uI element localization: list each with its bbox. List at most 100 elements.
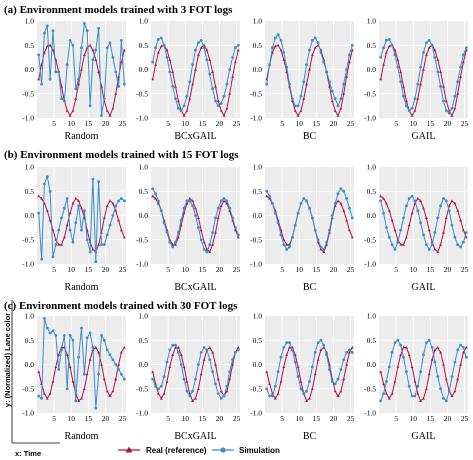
- real-series-point: [234, 60, 237, 64]
- sim-series-point: [302, 392, 306, 395]
- sim-series-point: [191, 204, 195, 208]
- real-series-point: [282, 365, 286, 368]
- sim-series-point: [330, 380, 334, 383]
- sim-series-point: [405, 204, 408, 208]
- real-series-point: [293, 109, 297, 112]
- real-series-point: [154, 196, 157, 200]
- sim-series-point: [71, 43, 75, 47]
- sim-series-point: [182, 377, 186, 381]
- sim-series-point: [77, 77, 80, 81]
- x-tick-label: 5: [394, 414, 398, 423]
- sim-series-point: [102, 338, 106, 342]
- real-series-point: [453, 389, 457, 393]
- sim-series-point: [60, 216, 63, 220]
- real-series-point: [228, 92, 232, 95]
- sim-series-point: [154, 192, 158, 196]
- real-series-point: [419, 82, 422, 86]
- x-tick-label: 15: [199, 414, 207, 423]
- real-series-point: [68, 114, 72, 117]
- sim-series-point: [202, 346, 206, 349]
- real-series-point: [45, 209, 49, 212]
- real-series-point: [419, 399, 422, 402]
- real-series-point: [444, 99, 448, 103]
- sim-series-point: [236, 233, 240, 237]
- sim-series-point: [102, 97, 106, 100]
- sim-series-point: [459, 245, 462, 249]
- sim-series-point: [182, 104, 186, 108]
- sim-series-point: [427, 39, 431, 42]
- sim-series-point: [439, 85, 442, 88]
- sim-series-point: [122, 82, 126, 86]
- sim-series-point: [447, 209, 451, 213]
- real-series-point: [202, 240, 206, 244]
- real-series-point: [88, 358, 92, 361]
- sim-series-point: [433, 56, 437, 59]
- panel-bc: 1.0 0.5 0.0 -0.5 -1.0 5 10 15 20 25 BC: [250, 312, 354, 443]
- sim-series-point: [453, 235, 457, 239]
- sim-series-point: [159, 384, 163, 388]
- x-tick-label: 10: [181, 414, 189, 423]
- real-series-point: [436, 58, 440, 61]
- x-tick-label: 10: [409, 265, 417, 274]
- sim-series-point: [288, 245, 291, 249]
- sim-series-point: [97, 180, 100, 184]
- y-tick-label: 1.0: [367, 163, 377, 172]
- sim-series-point: [54, 243, 58, 247]
- x-tick-label: 25: [461, 265, 469, 274]
- sim-series-point: [328, 80, 331, 83]
- real-series-point: [387, 209, 391, 212]
- legend-real-label: Real (reference): [146, 446, 207, 455]
- sim-series-point: [459, 343, 462, 347]
- x-tick-label: 25: [347, 119, 355, 128]
- y-tick-label: 0.5: [139, 41, 149, 50]
- sim-series-point: [216, 206, 220, 210]
- real-series-point: [416, 392, 420, 395]
- x-tick-label: 20: [444, 414, 452, 423]
- sim-series-point: [199, 39, 203, 42]
- sim-series-point: [205, 250, 209, 254]
- real-series-point: [114, 377, 118, 381]
- real-series-point: [299, 379, 303, 383]
- real-series-point: [179, 353, 183, 356]
- y-tick-label: -0.5: [250, 89, 262, 98]
- real-series-point: [333, 109, 337, 112]
- sim-series-point: [51, 329, 55, 332]
- real-series-point: [108, 114, 112, 117]
- real-series-point: [348, 60, 351, 64]
- sim-series-point: [422, 233, 425, 237]
- real-series-point: [77, 399, 80, 402]
- real-series-point: [165, 379, 169, 383]
- sim-series-point: [225, 384, 229, 388]
- sim-series-point: [313, 351, 317, 354]
- sim-series-point: [293, 104, 297, 108]
- real-series-point: [37, 370, 41, 373]
- sim-series-point: [60, 97, 63, 100]
- x-tick-label: 20: [102, 265, 110, 274]
- x-tick-label: 5: [166, 414, 170, 423]
- section-2: (b) Environment models trained with 15 F…: [4, 149, 469, 293]
- y-tick-label: -0.5: [22, 384, 34, 393]
- sim-series-point: [105, 46, 109, 50]
- real-series-point: [91, 247, 95, 251]
- sim-series-point: [345, 351, 348, 354]
- real-series-point: [462, 350, 465, 354]
- real-series-point: [273, 44, 277, 48]
- real-series-point: [168, 58, 172, 61]
- real-series-point: [433, 247, 437, 251]
- real-series-point: [345, 362, 348, 366]
- y-tick-label: 0.0: [139, 65, 149, 74]
- y-tick-label: 0.5: [367, 336, 377, 345]
- real-series-point: [211, 350, 214, 354]
- real-series-point: [282, 58, 286, 61]
- sim-series-point: [293, 360, 297, 364]
- sim-series-point: [88, 104, 92, 108]
- real-series-point: [51, 379, 55, 383]
- sim-series-point: [316, 341, 320, 345]
- real-series-point: [222, 199, 226, 202]
- real-series-point: [265, 194, 269, 198]
- panel-label: BC: [303, 431, 317, 442]
- sim-series-point: [211, 87, 215, 91]
- panel-gail: 1.0 0.5 0.0 -0.5 -1.0 5 10 15 20 25 GAIL: [364, 17, 468, 143]
- real-series-point: [442, 230, 445, 234]
- panel-random: 1.0 0.5 0.0 -0.5 -1.0 5 10 15 20 25 Random: [22, 17, 126, 143]
